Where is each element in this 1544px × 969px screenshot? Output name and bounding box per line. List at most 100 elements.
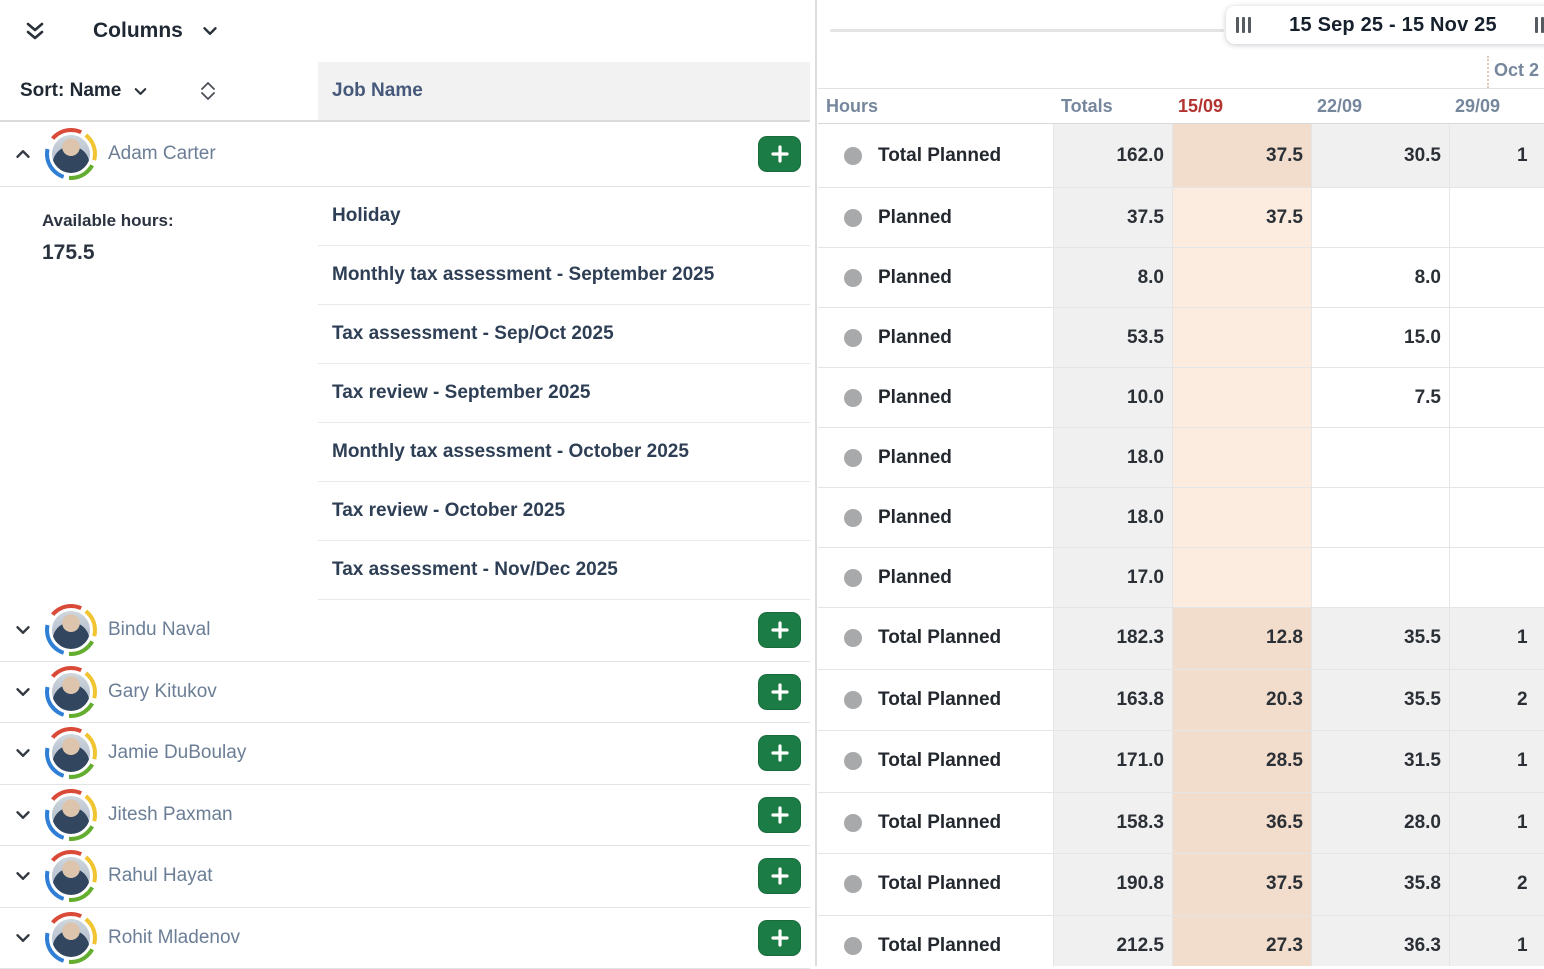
avatar-photo (49, 670, 93, 714)
week-cell-partial: 1 (1449, 731, 1544, 792)
week-cell-partial: 2 (1449, 854, 1544, 915)
week-cell-partial[interactable] (1449, 248, 1544, 307)
avatar-photo (49, 608, 93, 652)
status-dot-icon (844, 875, 862, 893)
totals-cell: 212.5 (1053, 916, 1172, 967)
date-range-slider[interactable]: 15 Sep 25 - 15 Nov 25 (1226, 6, 1544, 44)
week-cell-partial[interactable] (1449, 368, 1544, 427)
hours-row-label-cell: Planned (818, 188, 1053, 247)
avatar-photo (49, 132, 93, 176)
drag-handle-left-icon[interactable] (1236, 17, 1251, 33)
week-cell[interactable] (1311, 188, 1449, 247)
week-cell-partial[interactable] (1449, 548, 1544, 607)
hours-column-header: Hours (818, 96, 1053, 117)
hours-row-label: Planned (878, 507, 952, 529)
week-cell[interactable]: 8.0 (1311, 248, 1449, 307)
available-hours-value: 175.5 (42, 241, 318, 265)
chevron-down-icon[interactable] (12, 619, 34, 641)
hours-row-label: Planned (878, 207, 952, 229)
chevron-down-icon[interactable] (12, 927, 34, 949)
grid-row-total: Total Planned 182.3 12.8 35.5 1 (818, 608, 1544, 670)
week-cell[interactable] (1311, 428, 1449, 487)
person-row-rahul-hayat[interactable]: Rahul Hayat (0, 846, 810, 908)
sort-dropdown[interactable]: Sort: Name (20, 80, 150, 102)
week-cell-partial[interactable] (1449, 188, 1544, 247)
list-header-row: Sort: Name Job Name (0, 62, 810, 122)
sort-zone: Sort: Name (0, 62, 318, 120)
add-allocation-button[interactable] (758, 797, 801, 833)
columns-dropdown[interactable]: Columns (93, 19, 221, 43)
status-dot-icon (844, 937, 862, 955)
week-cell[interactable] (1172, 548, 1311, 607)
week-cell[interactable]: 15.0 (1311, 308, 1449, 367)
hours-row-label: Total Planned (878, 689, 1001, 711)
week-cell[interactable] (1172, 308, 1311, 367)
grid-row-planned: Planned 37.5 37.5 (818, 188, 1544, 248)
drag-handle-right-icon[interactable] (1535, 17, 1544, 33)
week-cell-partial[interactable] (1449, 488, 1544, 547)
week-cell-partial[interactable] (1449, 428, 1544, 487)
person-row-jitesh-paxman[interactable]: Jitesh Paxman (0, 785, 810, 847)
person-row-bindu-naval[interactable]: Bindu Naval (0, 600, 810, 662)
week-cell[interactable] (1172, 248, 1311, 307)
add-allocation-button[interactable] (758, 136, 801, 172)
hours-row-label: Planned (878, 327, 952, 349)
grid-row-total: Total Planned 162.0 37.5 30.5 1 (818, 124, 1544, 188)
week-cell[interactable] (1311, 488, 1449, 547)
week-cell[interactable]: 37.5 (1172, 188, 1311, 247)
week-cell[interactable] (1172, 368, 1311, 427)
job-name: Monthly tax assessment - October 2025 (332, 441, 689, 463)
chevron-down-icon[interactable] (12, 804, 34, 826)
avatar-photo (49, 731, 93, 775)
totals-cell: 171.0 (1053, 731, 1172, 792)
plus-icon (768, 864, 792, 888)
avatar (45, 789, 97, 841)
add-allocation-button[interactable] (758, 674, 801, 710)
status-dot-icon (844, 389, 862, 407)
hours-row-label-cell: Planned (818, 428, 1053, 487)
add-allocation-button[interactable] (758, 858, 801, 894)
chevron-up-icon[interactable] (12, 143, 34, 165)
plus-icon (768, 680, 792, 704)
month-label: Oct 2 (1494, 60, 1539, 81)
hours-row-label-cell: Total Planned (818, 731, 1053, 792)
hours-row-label: Planned (878, 387, 952, 409)
person-row-adam-carter[interactable]: Adam Carter (0, 122, 810, 187)
sort-direction-icon[interactable] (198, 80, 218, 102)
add-allocation-button[interactable] (758, 612, 801, 648)
collapse-all-icon[interactable] (22, 19, 48, 43)
week-cell: 12.8 (1172, 608, 1311, 669)
week-cell[interactable]: 7.5 (1311, 368, 1449, 427)
week-cell-partial: 1 (1449, 124, 1544, 187)
person-row-rohit-mladenov[interactable]: Rohit Mladenov (0, 908, 810, 969)
chevron-down-icon[interactable] (12, 742, 34, 764)
chevron-down-icon[interactable] (12, 681, 34, 703)
hours-row-label: Planned (878, 447, 952, 469)
week-cell: 35.5 (1311, 670, 1449, 731)
week-cell[interactable] (1311, 548, 1449, 607)
person-row-jamie-duboulay[interactable]: Jamie DuBoulay (0, 723, 810, 785)
week-cell: 20.3 (1172, 670, 1311, 731)
hours-row-label: Total Planned (878, 627, 1001, 649)
add-allocation-button[interactable] (758, 735, 801, 771)
week-cell[interactable] (1172, 488, 1311, 547)
person-name: Rahul Hayat (108, 865, 213, 887)
panel-divider (815, 0, 817, 966)
week-cell: 35.8 (1311, 854, 1449, 915)
add-allocation-button[interactable] (758, 920, 801, 956)
person-row-gary-kitukov[interactable]: Gary Kitukov (0, 662, 810, 724)
grid-row-planned: Planned 18.0 (818, 428, 1544, 488)
chevron-down-icon (199, 20, 221, 42)
job-row: Tax assessment - Nov/Dec 2025 (318, 541, 810, 600)
avatar-photo (49, 854, 93, 898)
person-name: Adam Carter (108, 143, 216, 165)
person-name: Gary Kitukov (108, 681, 217, 703)
week-cell-partial[interactable] (1449, 308, 1544, 367)
hours-row-label: Total Planned (878, 935, 1001, 957)
hours-row-label: Planned (878, 267, 952, 289)
job-row: Tax review - October 2025 (318, 482, 810, 541)
totals-cell: 18.0 (1053, 488, 1172, 547)
chevron-down-icon[interactable] (12, 865, 34, 887)
week-cell[interactable] (1172, 428, 1311, 487)
grid-row-total: Total Planned 190.8 37.5 35.8 2 (818, 854, 1544, 916)
